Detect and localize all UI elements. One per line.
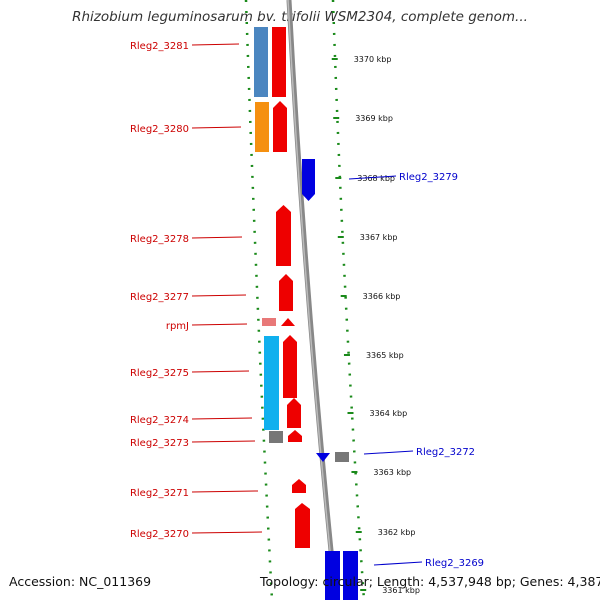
gene-label-rleg2-3271[interactable]: Rleg2_3271 [130,488,189,499]
gene-label-rleg2-3272[interactable]: Rleg2_3272 [416,447,475,458]
gene-rleg2-3281-block[interactable] [254,27,268,97]
kbp-label: 3362 kbp [378,528,416,537]
right-ruler [331,0,366,600]
genome-backbone [286,0,339,600]
kbp-scale: 3370 kbp 3369 kbp 3368 kbp 3367 kbp 3366 kbp… [331,55,420,595]
leader-line [191,440,256,443]
leader-line [191,323,248,326]
leader-line [373,561,423,566]
kbp-label: 3369 kbp [355,114,393,123]
gene-rleg2-3272-block[interactable] [335,452,349,462]
gene-rleg2-3273-arrow[interactable] [288,430,302,442]
gene-labels-right: Rleg2_3279 Rleg2_3272 Rleg2_3269 [348,172,484,569]
gene-label-rleg2-3280[interactable]: Rleg2_3280 [130,124,189,135]
kbp-label: 3363 kbp [373,468,411,477]
gene-rleg2-3270-arrow[interactable] [295,503,310,548]
gene-label-rleg2-3269[interactable]: Rleg2_3269 [425,558,484,569]
gene-rleg2-3272-arrow[interactable] [316,453,330,462]
kbp-label: 3367 kbp [360,233,398,242]
gene-rleg2-3269-block-b[interactable] [343,551,358,600]
gene-labels-left: Rleg2_3281 Rleg2_3280 Rleg2_3278 Rleg2_3277… [130,41,263,540]
kbp-label: 3365 kbp [366,351,404,360]
leader-line [191,43,240,46]
gene-rpmj-block[interactable] [262,318,276,326]
gene-label-rleg2-3281[interactable]: Rleg2_3281 [130,41,189,52]
kbp-label: 3366 kbp [363,292,401,301]
leader-line [191,126,242,129]
kbp-label: 3368 kbp [357,174,395,183]
accession-text: Accession: NC_011369 [9,574,152,589]
genome-backbone-highlight [287,0,336,600]
leader-line [191,417,253,420]
gene-rleg2-3275-arrow[interactable] [283,335,297,398]
gene-rleg2-3279-arrow[interactable] [302,159,315,201]
leader-line [348,175,397,180]
gene-rleg2-3278-arrow[interactable] [276,205,291,266]
gene-rleg2-3274-arrow[interactable] [287,398,301,428]
gene-rleg2-3280-arrow[interactable] [273,101,287,152]
gene-label-rleg2-3278[interactable]: Rleg2_3278 [130,234,189,245]
gene-rleg2-3275-block[interactable] [264,336,279,430]
kbp-label: 3364 kbp [370,409,408,418]
kbp-label: 3361 kbp [382,586,420,595]
gene-rleg2-3271-arrow[interactable] [292,479,306,493]
gene-label-rleg2-3274[interactable]: Rleg2_3274 [130,415,189,426]
gene-label-rleg2-3275[interactable]: Rleg2_3275 [130,368,189,379]
gene-rleg2-3280-block[interactable] [255,102,269,152]
gene-rleg2-3281-arrow[interactable] [272,27,286,97]
gene-label-rpmj[interactable]: rpmJ [166,321,189,332]
leader-line [191,531,263,534]
map-title: Rhizobium leguminosarum bv. trifolii WSM… [72,9,528,25]
leader-line [363,450,414,455]
gene-rleg2-3269-block-a[interactable] [325,551,340,600]
leader-line [191,236,243,239]
leader-line [191,294,247,297]
leader-line [191,490,259,493]
kbp-label: 3370 kbp [354,55,392,64]
gene-label-rleg2-3273[interactable]: Rleg2_3273 [130,438,189,449]
topology-text: Topology: circular; Length: 4,537,948 bp… [260,574,600,589]
gene-label-rleg2-3277[interactable]: Rleg2_3277 [130,292,189,303]
gene-label-rleg2-3279[interactable]: Rleg2_3279 [399,172,458,183]
leader-line [191,370,250,373]
gene-rpmj-arrow[interactable] [281,318,295,326]
gene-label-rleg2-3270[interactable]: Rleg2_3270 [130,529,189,540]
gene-rleg2-3273-block[interactable] [269,431,283,443]
gene-rleg2-3277-arrow[interactable] [279,274,293,311]
